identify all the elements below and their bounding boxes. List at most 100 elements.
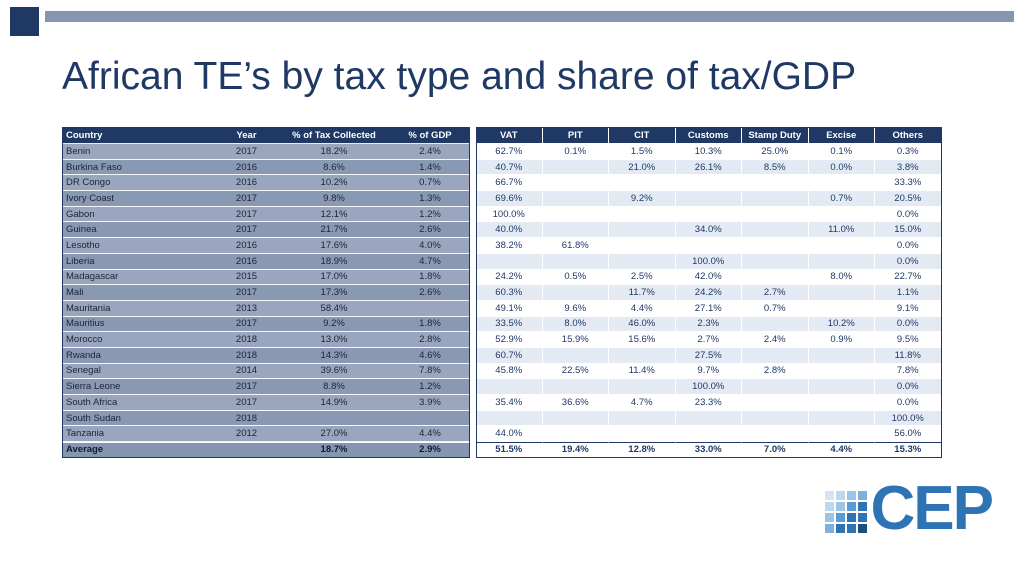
table-cell: 4.4% — [609, 300, 676, 317]
table-cell: 1.3% — [390, 191, 470, 207]
table-cell — [808, 300, 875, 317]
table-cell — [742, 191, 809, 207]
table-cell: 2.3% — [675, 316, 742, 333]
table-cell: 34.0% — [675, 222, 742, 239]
table-cell: 51.5% — [476, 442, 543, 458]
table-cell: 7.0% — [742, 442, 809, 458]
table-section-gap — [470, 442, 476, 458]
table-cell: 17.0% — [278, 269, 390, 286]
table-cell — [808, 347, 875, 364]
table-cell: 0.7% — [390, 175, 470, 192]
table-cell: 15.3% — [875, 442, 942, 458]
table-cell: 10.2% — [808, 316, 875, 333]
corner-square-decor — [10, 7, 39, 36]
table-section-gap — [470, 316, 476, 333]
table-cell — [542, 410, 609, 427]
table-section-gap — [470, 144, 476, 160]
table-cell — [609, 426, 676, 443]
table-cell: 56.0% — [875, 426, 942, 443]
table-cell: 2.8% — [742, 363, 809, 380]
table-cell — [609, 379, 676, 395]
table-cell: 36.6% — [542, 395, 609, 411]
table-section-gap — [470, 175, 476, 192]
table-cell — [476, 253, 543, 270]
table-cell: 9.1% — [875, 300, 942, 317]
table-cell: 2.4% — [742, 332, 809, 348]
table-cell: 18.7% — [278, 442, 390, 458]
table-cell: Mauritania — [62, 300, 215, 317]
table-cell — [542, 379, 609, 395]
table-cell: 24.2% — [675, 285, 742, 301]
table-cell: 10.2% — [278, 175, 390, 192]
table-cell — [808, 253, 875, 270]
table-cell: 24.2% — [476, 269, 543, 286]
table-cell: 2016 — [215, 175, 278, 192]
table-cell: 2012 — [215, 426, 278, 443]
table-cell — [742, 410, 809, 427]
table-cell: 0.0% — [875, 395, 942, 411]
table-cell: 3.8% — [875, 159, 942, 176]
table-cell: 66.7% — [476, 175, 543, 192]
table-cell: 4.7% — [390, 253, 470, 270]
table-cell: 45.8% — [476, 363, 543, 380]
table-cell — [609, 175, 676, 192]
table-cell: 42.0% — [675, 269, 742, 286]
table-cell: 2018 — [215, 410, 278, 427]
table-cell: 18.2% — [278, 144, 390, 160]
table-cell — [542, 191, 609, 207]
table-cell: 0.1% — [542, 144, 609, 160]
table-cell: 1.4% — [390, 159, 470, 176]
table-cell: 1.8% — [390, 269, 470, 286]
table-cell: Senegal — [62, 363, 215, 380]
table-section-gap — [470, 363, 476, 380]
column-header: % of GDP — [390, 127, 470, 144]
table-cell — [476, 379, 543, 395]
table-cell: 2017 — [215, 316, 278, 333]
table-section-gap — [470, 238, 476, 254]
table-cell — [742, 395, 809, 411]
table-cell: 21.0% — [609, 159, 676, 176]
table-cell: 2.7% — [675, 332, 742, 348]
table-cell — [808, 175, 875, 192]
table-cell: 62.7% — [476, 144, 543, 160]
table-cell: 44.0% — [476, 426, 543, 443]
table-cell: 0.0% — [875, 238, 942, 254]
table-cell: South Africa — [62, 395, 215, 411]
table-cell: 4.4% — [808, 442, 875, 458]
table-cell: 14.3% — [278, 347, 390, 364]
table-cell: 9.5% — [875, 332, 942, 348]
table-section-gap — [470, 191, 476, 207]
table-cell: 12.8% — [609, 442, 676, 458]
table-cell: 25.0% — [742, 144, 809, 160]
table-cell — [742, 238, 809, 254]
table-cell: 0.3% — [875, 144, 942, 160]
table-section-gap — [470, 222, 476, 239]
table-cell: 17.3% — [278, 285, 390, 301]
table-section-gap — [470, 159, 476, 176]
table-cell: 2016 — [215, 238, 278, 254]
table-cell — [808, 395, 875, 411]
table-cell: 2.8% — [390, 332, 470, 348]
table-section-gap — [470, 379, 476, 395]
table-section-gap — [470, 332, 476, 348]
table-cell — [542, 222, 609, 239]
column-header: CIT — [609, 127, 676, 144]
table-cell: Average — [62, 442, 215, 458]
table-cell: 13.0% — [278, 332, 390, 348]
table-cell: 1.2% — [390, 206, 470, 223]
table-cell — [808, 238, 875, 254]
table-cell: 2016 — [215, 253, 278, 270]
table-cell: 35.4% — [476, 395, 543, 411]
column-header: Stamp Duty — [742, 127, 809, 144]
table-cell: 2017 — [215, 191, 278, 207]
table-cell: 9.7% — [675, 363, 742, 380]
table-cell: 3.9% — [390, 395, 470, 411]
table-cell: 22.5% — [542, 363, 609, 380]
table-cell — [215, 442, 278, 458]
table-cell: 2016 — [215, 159, 278, 176]
cep-logo-text: CEP — [870, 474, 994, 543]
table-cell: 2017 — [215, 285, 278, 301]
table-cell: 1.5% — [609, 144, 676, 160]
column-header: Excise — [808, 127, 875, 144]
table-cell — [742, 316, 809, 333]
